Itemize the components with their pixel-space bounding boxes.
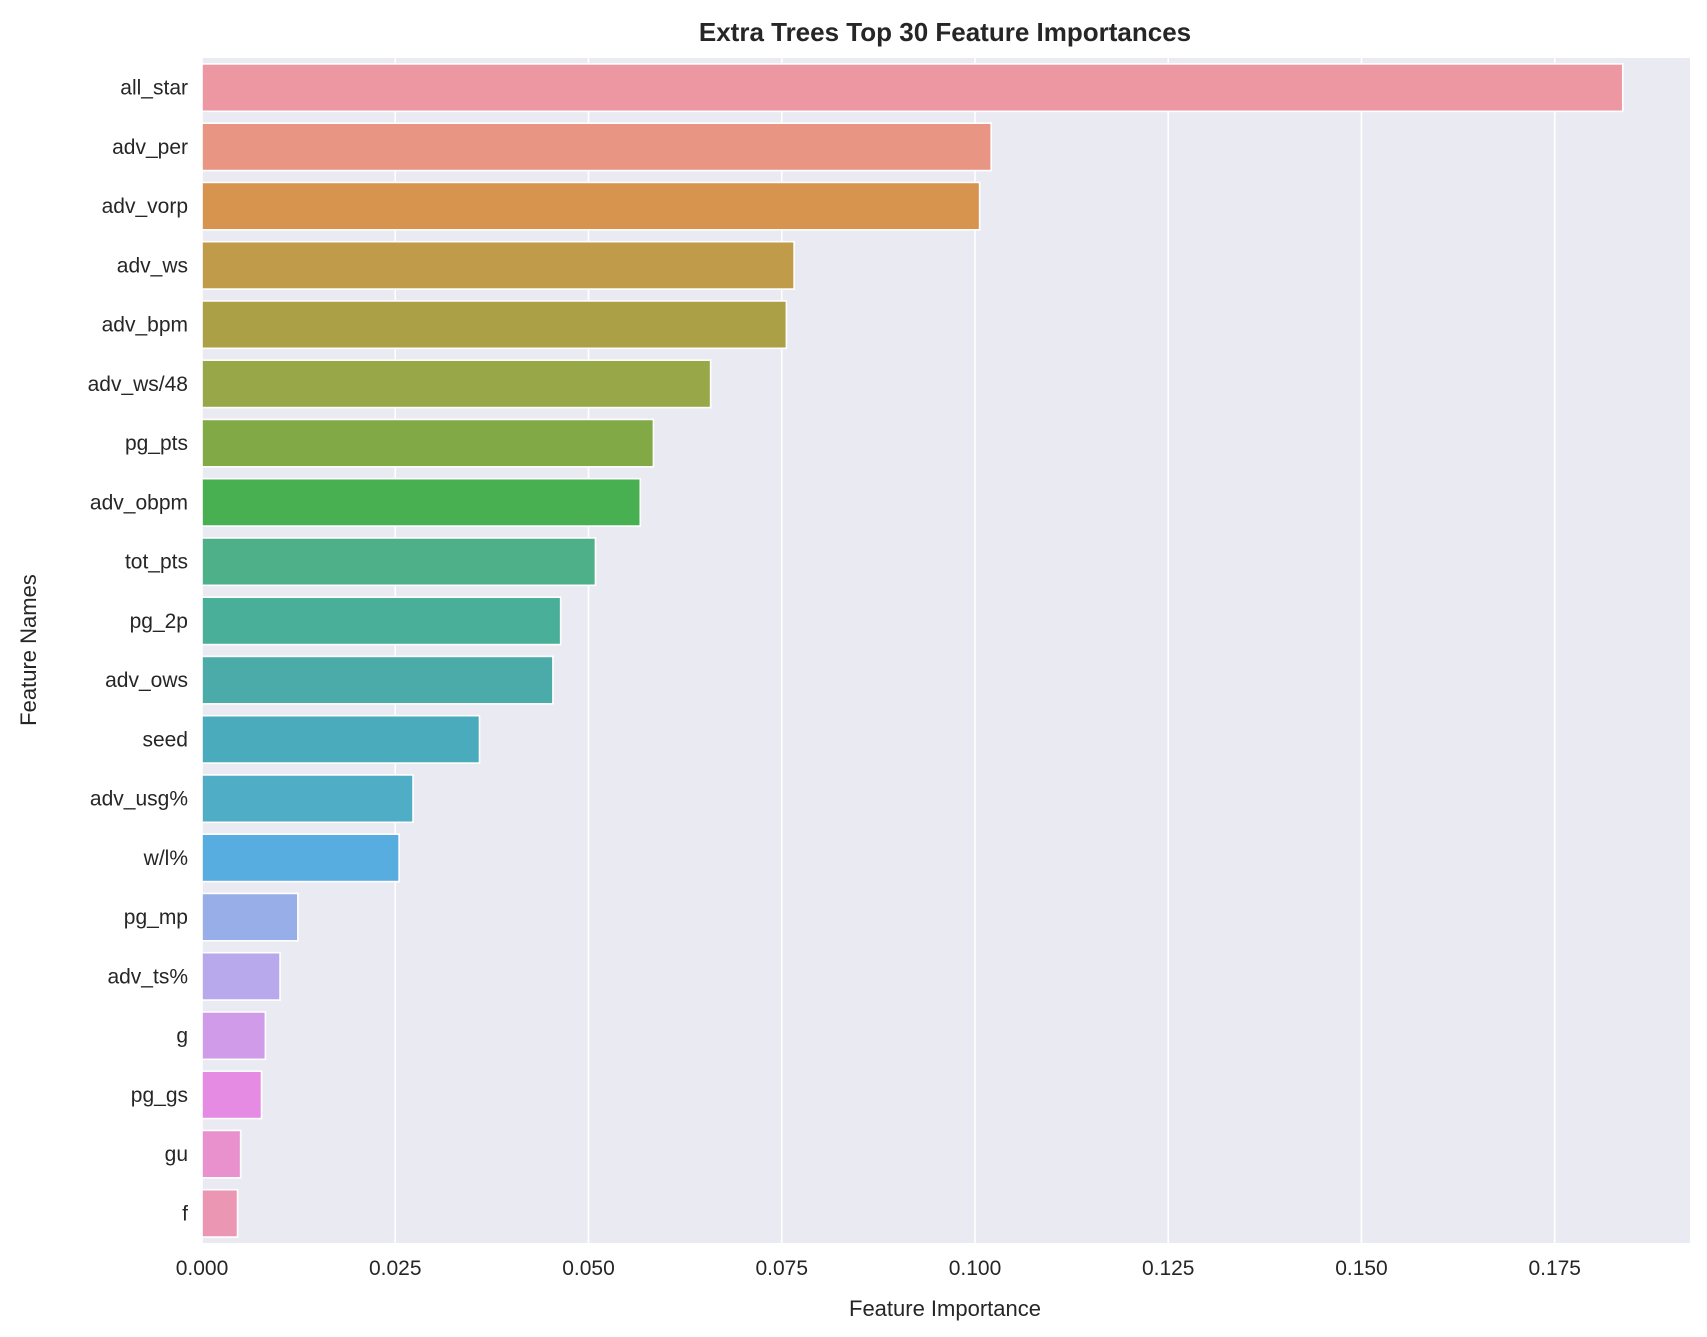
y-tick-label: adv_per	[112, 136, 188, 159]
bar-gu	[201, 1129, 242, 1179]
bar-adv-bpm	[201, 300, 788, 350]
y-tick-label: adv_usg%	[90, 788, 188, 811]
plot-area	[202, 58, 1690, 1243]
y-tick-label: tot_pts	[125, 551, 188, 574]
x-tick-label: 0.175	[1528, 1257, 1581, 1280]
chart-title: Extra Trees Top 30 Feature Importances	[699, 17, 1191, 47]
y-tick-labels: all_star adv_per adv_vorp adv_ws adv_bpm adv_…	[88, 77, 189, 1226]
y-tick-label: pg_gs	[131, 1084, 188, 1107]
x-tick-label: 0.125	[1142, 1257, 1195, 1280]
y-tick-label: g	[176, 1025, 188, 1048]
y-tick-label: adv_ows	[105, 669, 188, 692]
y-tick-label: f	[182, 1202, 188, 1225]
y-tick-label: adv_obpm	[90, 491, 188, 514]
y-tick-label: pg_pts	[125, 432, 188, 455]
bar-f	[201, 1188, 239, 1238]
x-axis-label: Feature Importance	[849, 1296, 1041, 1321]
y-tick-label: pg_2p	[130, 610, 188, 633]
bar-w-l-	[201, 833, 400, 883]
y-tick-label: adv_ws	[117, 254, 188, 277]
bar-adv-ows	[201, 655, 554, 705]
bar-pg-pts	[201, 418, 655, 468]
x-tick-label: 0.000	[176, 1257, 229, 1280]
bar-tot-pts	[201, 537, 597, 587]
bar-adv-ws-48	[201, 359, 712, 409]
y-tick-label: adv_ws/48	[88, 373, 188, 396]
y-tick-label: adv_vorp	[102, 195, 188, 218]
x-tick-label: 0.025	[369, 1257, 422, 1280]
y-tick-label: gu	[165, 1143, 188, 1166]
bar-adv-ws	[201, 240, 795, 290]
bar-adv-vorp	[201, 181, 981, 231]
y-tick-label: adv_bpm	[102, 314, 188, 337]
bar-all-star	[201, 63, 1624, 113]
y-tick-label: pg_mp	[124, 906, 188, 929]
y-tick-label: w/l%	[143, 847, 188, 870]
y-tick-label: all_star	[120, 77, 188, 100]
x-tick-label: 0.100	[949, 1257, 1002, 1280]
y-tick-label: adv_ts%	[107, 965, 188, 988]
bar-pg-2p	[201, 596, 562, 646]
x-tick-label: 0.050	[562, 1257, 615, 1280]
bar-pg-gs	[201, 1070, 263, 1120]
bars	[201, 63, 1624, 1238]
x-tick-labels: 0.000 0.025 0.050 0.075 0.100 0.125 0.150 0.175	[176, 1257, 1581, 1280]
bar-pg-mp	[201, 892, 299, 942]
bar-adv-usg-	[201, 774, 414, 824]
x-tick-label: 0.150	[1335, 1257, 1388, 1280]
y-tick-label: seed	[142, 728, 188, 751]
bar-adv-ts-	[201, 951, 281, 1001]
bar-adv-obpm	[201, 477, 642, 527]
bar-seed	[201, 714, 481, 764]
bar-g	[201, 1011, 267, 1061]
x-tick-label: 0.075	[755, 1257, 808, 1280]
bar-adv-per	[201, 122, 993, 172]
y-axis-label: Feature Names	[16, 574, 41, 726]
